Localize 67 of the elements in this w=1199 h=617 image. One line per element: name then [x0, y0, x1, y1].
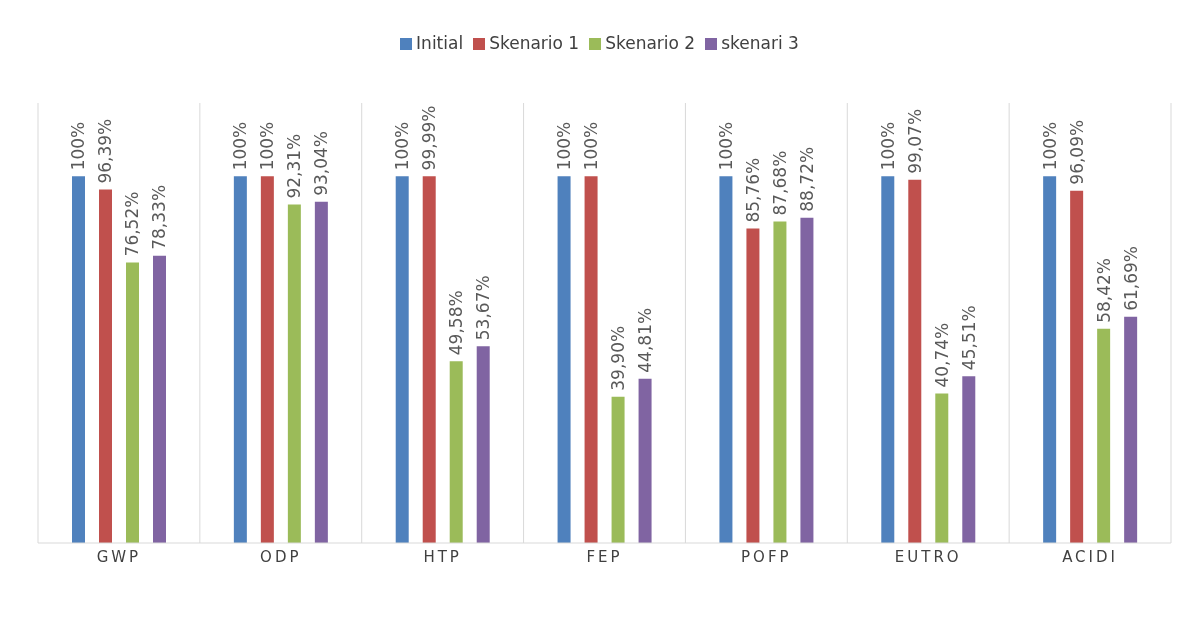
data-label: 96,09% [1066, 119, 1087, 185]
data-label: 99,99% [419, 105, 440, 171]
bar [476, 346, 490, 543]
data-label: 99,07% [904, 108, 925, 174]
legend-label: skenari 3 [721, 33, 799, 53]
data-label: 61,69% [1120, 245, 1141, 311]
bar [908, 179, 922, 543]
bar [935, 393, 949, 543]
bar [287, 204, 301, 543]
x-tick-label: FEP [586, 547, 623, 566]
bar [962, 376, 976, 543]
x-tick-label: HTP [423, 547, 462, 566]
x-tick-label: ACIDI [1062, 547, 1119, 566]
bar [126, 262, 139, 543]
data-label: 92,31% [284, 133, 305, 199]
bar [1124, 316, 1138, 543]
bar [773, 221, 787, 543]
data-label: 100% [392, 121, 413, 171]
bar [395, 176, 409, 543]
data-label: 44,81% [635, 307, 656, 373]
data-label: 88,72% [796, 146, 817, 212]
x-tick-label: ODP [260, 547, 302, 566]
data-label: 45,51% [958, 305, 979, 371]
x-tick-label: GWP [96, 547, 142, 566]
bar [99, 189, 112, 543]
data-label: 100% [554, 121, 575, 171]
data-label: 93,04% [311, 131, 332, 196]
data-label: 40,74% [931, 322, 952, 388]
bar [153, 255, 166, 543]
data-label: 39,90% [608, 325, 629, 391]
data-label: 100% [1039, 121, 1060, 171]
bar [314, 201, 328, 543]
legend-label: Skenario 1 [489, 33, 580, 53]
bar [638, 378, 652, 543]
bar [449, 361, 463, 543]
data-label: 87,68% [769, 150, 790, 216]
bar [1097, 328, 1111, 543]
data-label: 76,52% [122, 191, 143, 257]
bar [1043, 176, 1057, 543]
x-tick-label: EUTRO [894, 547, 962, 566]
data-label: 96,39% [95, 118, 116, 184]
data-label: 100% [581, 121, 602, 171]
bar [260, 176, 274, 543]
bar [584, 176, 598, 543]
data-label: 100% [68, 121, 89, 171]
data-label: 49,58% [446, 290, 467, 356]
bar [557, 176, 571, 543]
bar [881, 176, 895, 543]
bar [233, 176, 247, 543]
bar [746, 228, 760, 543]
data-label: 78,33% [149, 184, 170, 250]
x-tick-label: POFP [741, 547, 792, 566]
bar [719, 176, 733, 543]
bar [1070, 190, 1084, 543]
legend-label: Initial [416, 33, 464, 53]
data-label: 53,67% [473, 275, 494, 341]
bar [611, 396, 625, 543]
data-label: 100% [230, 121, 251, 171]
data-label: 58,42% [1093, 257, 1114, 323]
data-label: 100% [715, 121, 736, 171]
legend-label: Skenario 2 [605, 33, 696, 53]
bar [800, 217, 814, 543]
bar [72, 176, 85, 543]
data-label: 85,76% [742, 157, 763, 223]
data-label: 100% [257, 121, 278, 171]
data-label: 100% [877, 121, 898, 171]
bar [422, 176, 436, 543]
